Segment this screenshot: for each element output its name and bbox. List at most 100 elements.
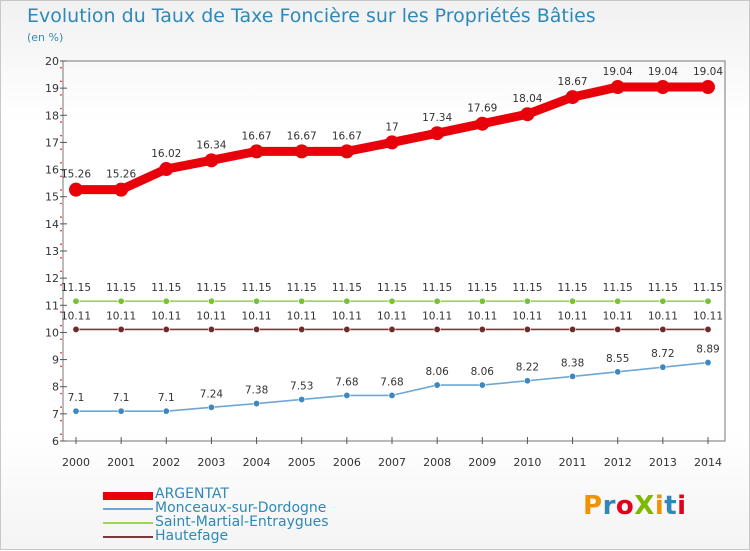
data-point: [523, 325, 531, 333]
data-label: 11.15: [106, 282, 136, 294]
data-label: 10.11: [61, 310, 91, 322]
x-tick-label: 2002: [152, 456, 180, 469]
y-tick-label: 19: [45, 82, 59, 95]
data-label: 18.04: [512, 93, 542, 105]
data-label: 11.15: [377, 282, 407, 294]
data-point: [162, 407, 170, 415]
data-label: 16.67: [242, 130, 272, 142]
data-label: 11.15: [61, 282, 91, 294]
x-tick-label: 2005: [288, 456, 316, 469]
data-point: [117, 297, 125, 305]
data-label: 10.11: [693, 310, 723, 322]
y-minor-dot: [60, 161, 62, 164]
x-tick-label: 2011: [559, 456, 587, 469]
data-point: [69, 182, 83, 197]
y-tick-label: 13: [45, 245, 59, 258]
y-minor-dot: [60, 121, 62, 123]
data-point: [659, 325, 667, 333]
y-minor-dot: [60, 297, 62, 300]
data-label: 7.68: [335, 376, 358, 388]
data-point: [659, 297, 667, 305]
data-point: [565, 90, 580, 105]
x-tick-label: 2004: [243, 456, 271, 469]
data-label: 10.11: [287, 310, 317, 322]
data-point: [610, 80, 625, 95]
data-point: [478, 325, 486, 333]
data-point: [207, 325, 215, 333]
data-label: 10.11: [467, 310, 497, 322]
data-label: 17.69: [467, 103, 497, 115]
data-label: 10.11: [106, 310, 136, 322]
y-minor-dot: [60, 256, 62, 259]
data-label: 19.04: [603, 66, 633, 78]
data-point: [253, 400, 261, 408]
x-tick-label: 2010: [513, 456, 541, 469]
x-tick-label: 2009: [468, 456, 496, 469]
data-point: [433, 297, 441, 305]
data-point: [701, 80, 715, 95]
y-tick-label: 6: [52, 435, 59, 448]
series-saint-martial-entraygues: 11.15 11.15 11.15 11.15 11.15 11.15 11.15 11.15…: [61, 282, 723, 305]
data-label: 11.15: [603, 282, 633, 294]
data-point: [520, 107, 535, 122]
logo-letter: r: [602, 491, 616, 521]
data-label: 10.11: [151, 310, 181, 322]
data-label: 18.67: [558, 76, 588, 88]
data-point: [249, 144, 264, 159]
data-label: 11.15: [693, 282, 723, 294]
data-label: 11.15: [196, 282, 226, 294]
y-minor-dot: [60, 406, 62, 408]
data-point: [298, 297, 306, 305]
data-label: 10.11: [377, 310, 407, 322]
chart-title: Evolution du Taux de Taxe Foncière sur l…: [27, 5, 596, 27]
data-point: [433, 325, 441, 333]
data-point: [207, 403, 215, 411]
data-point: [433, 381, 441, 389]
data-point: [343, 391, 351, 399]
data-point: [659, 363, 667, 371]
y-minor-dot: [60, 351, 62, 354]
y-tick-label: 12: [45, 272, 59, 285]
data-label: 11.15: [467, 282, 497, 294]
x-tick-label: 2008: [423, 456, 451, 469]
y-minor-dot: [60, 365, 62, 368]
y-minor-dot: [60, 311, 62, 313]
y-minor-dot: [60, 284, 62, 286]
data-point: [72, 325, 80, 333]
data-point: [478, 381, 486, 389]
data-point: [614, 325, 622, 333]
y-tick-label: 17: [45, 136, 59, 149]
y-minor-dot: [60, 94, 62, 96]
y-minor-dot: [60, 66, 62, 69]
data-label: 11.15: [151, 282, 181, 294]
data-point: [523, 377, 531, 385]
data-label: 16.67: [332, 130, 362, 142]
y-minor-dot: [60, 175, 62, 178]
data-label: 7.1: [68, 392, 85, 404]
data-point: [569, 325, 577, 333]
data-point: [343, 325, 351, 333]
y-tick-label: 10: [45, 326, 59, 339]
data-point: [294, 144, 309, 159]
y-minor-dot: [60, 229, 62, 232]
data-label: 7.53: [290, 380, 313, 392]
y-minor-dot: [60, 392, 62, 395]
legend-label-monceaux: Monceaux-sur-Dordogne: [155, 500, 327, 516]
data-point: [343, 297, 351, 305]
x-tick-label: 2001: [107, 456, 135, 469]
y-minor-dot: [60, 379, 62, 381]
y-minor-dot: [60, 80, 62, 83]
data-label: 11.15: [287, 282, 317, 294]
legend-swatch-argentat: [103, 492, 153, 500]
data-label: 8.38: [561, 357, 584, 369]
data-label: 19.04: [648, 66, 678, 78]
data-label: 10.11: [196, 310, 226, 322]
data-label: 19.04: [693, 66, 723, 78]
data-point: [298, 395, 306, 403]
y-tick-label: 18: [45, 109, 59, 122]
y-minor-dot: [60, 189, 62, 191]
data-point: [478, 297, 486, 305]
data-label: 8.89: [696, 344, 719, 356]
